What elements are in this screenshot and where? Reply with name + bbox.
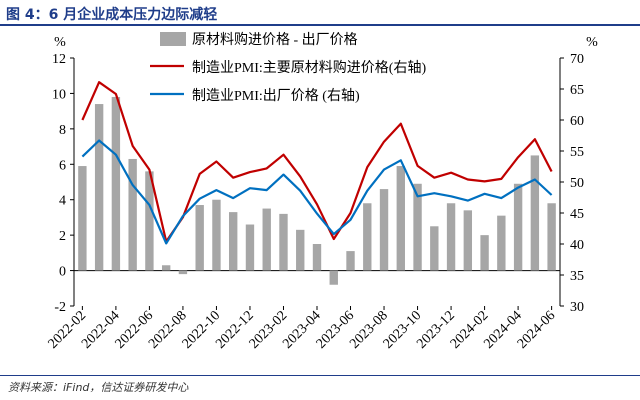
bar-2022-10 [212,199,221,271]
bar-2024-03 [497,215,506,271]
legend-label-bar: 原材料购进价格 - 出厂价格 [192,32,358,48]
right-tick-label: 60 [570,114,584,129]
right-tick-label: 30 [570,300,584,315]
bar-2022-02 [78,166,87,271]
right-tick-label: 50 [570,176,584,191]
bar-2022-12 [245,224,255,271]
bar-2022-06 [145,171,154,271]
bar-2023-01 [262,208,271,271]
x-tick-label: 2024-06 [515,308,559,352]
bar-2022-09 [195,205,204,271]
bar-2024-05 [530,155,540,271]
right-tick-label: 70 [570,52,584,67]
bar-2024-01 [463,210,473,271]
legend-label-output: 制造业PMI:出厂价格 (右轴) [192,88,360,104]
legend-swatch-bar [160,32,186,46]
bar-2023-11 [430,226,439,271]
right-tick-label: 55 [570,145,584,160]
bar-2022-11 [229,212,238,271]
source-divider [0,375,640,376]
legend-label-raw-material: 制造业PMI:主要原材料购进价格(右轴) [192,60,426,76]
left-tick-label: -2 [54,300,66,315]
bar-2023-09 [396,166,405,271]
right-tick-label: 45 [570,207,584,222]
title-divider [0,24,640,26]
right-tick-label: 35 [570,269,584,284]
bar-2022-03 [94,104,104,271]
right-tick-label: 65 [570,83,584,98]
left-tick-label: 6 [59,158,66,173]
right-tick-label: 40 [570,238,584,253]
left-tick-label: 4 [59,194,66,209]
left-tick-label: 12 [52,52,66,67]
bar-2024-02 [480,235,489,271]
left-axis-unit: % [54,35,66,50]
figure-title: 图 4：6 月企业成本压力边际减轻 [6,7,218,23]
bar-2022-04 [111,96,121,271]
bar-2023-05 [329,270,338,285]
bar-2023-12 [446,203,456,271]
source-note: 资料来源：iFind，信达证券研发中心 [8,381,189,394]
left-tick-label: 10 [52,87,66,102]
bar-2023-07 [363,203,372,271]
left-tick-label: 8 [59,123,66,138]
bar-2023-06 [346,251,355,271]
bar-2022-05 [128,158,137,271]
bar-2024-04 [513,183,523,271]
bar-2023-10 [413,183,422,271]
bar-2023-08 [379,189,389,271]
line-output-price [81,139,553,245]
right-axis-unit: % [586,35,598,50]
left-tick-label: 0 [59,265,66,280]
bar-2024-06 [547,203,556,271]
bar-2023-02 [279,213,288,271]
bar-2022-08 [178,270,188,275]
left-tick-label: 2 [59,229,66,244]
bar-2023-04 [312,244,322,271]
line-raw-material-price [81,81,553,243]
bar-2022-07 [161,265,171,271]
bar-2023-03 [296,229,305,271]
